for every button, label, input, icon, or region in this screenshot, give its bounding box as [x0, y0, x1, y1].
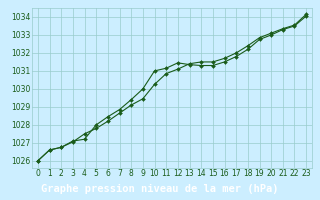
Text: Graphe pression niveau de la mer (hPa): Graphe pression niveau de la mer (hPa) — [41, 184, 279, 194]
